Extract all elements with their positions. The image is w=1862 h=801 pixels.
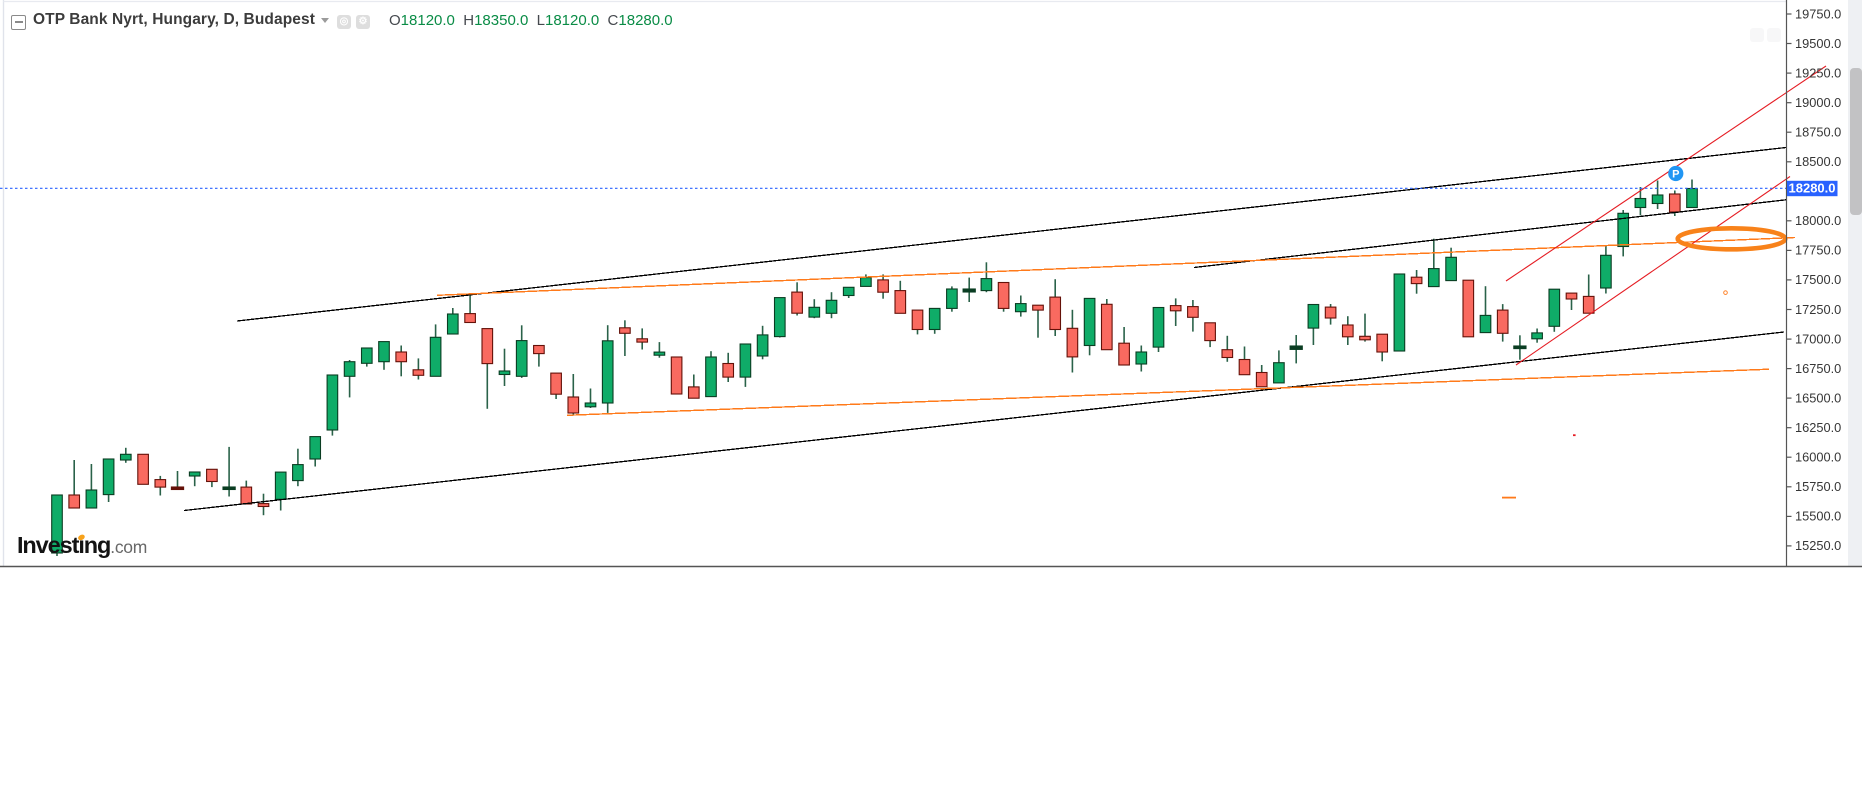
svg-text:17750.0: 17750.0 (1795, 243, 1841, 258)
svg-text:19000.0: 19000.0 (1795, 95, 1841, 110)
svg-text:P: P (1672, 169, 1679, 181)
svg-text:15750.0: 15750.0 (1795, 479, 1841, 494)
svg-text:17250.0: 17250.0 (1795, 302, 1841, 317)
svg-text:19750.0: 19750.0 (1795, 6, 1841, 21)
svg-text:15500.0: 15500.0 (1795, 509, 1841, 524)
svg-text:17000.0: 17000.0 (1795, 331, 1841, 346)
svg-text:18750.0: 18750.0 (1795, 125, 1841, 140)
svg-text:16000.0: 16000.0 (1795, 450, 1841, 465)
svg-text:19250.0: 19250.0 (1795, 65, 1841, 80)
svg-text:18000.0: 18000.0 (1795, 213, 1841, 228)
svg-text:15250.0: 15250.0 (1795, 538, 1841, 553)
svg-text:16250.0: 16250.0 (1795, 420, 1841, 435)
svg-text:18280.0: 18280.0 (1789, 181, 1836, 196)
svg-text:17500.0: 17500.0 (1795, 272, 1841, 287)
svg-text:18500.0: 18500.0 (1795, 154, 1841, 169)
svg-text:19500.0: 19500.0 (1795, 36, 1841, 51)
svg-text:16750.0: 16750.0 (1795, 361, 1841, 376)
svg-text:16500.0: 16500.0 (1795, 390, 1841, 405)
